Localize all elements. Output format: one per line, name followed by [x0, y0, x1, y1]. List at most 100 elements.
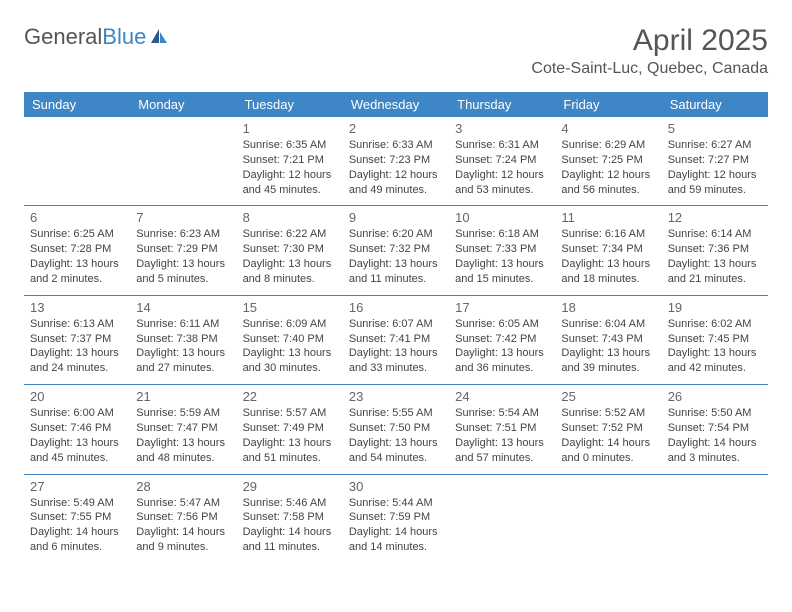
sunrise-line: Sunrise: 6:02 AM — [668, 317, 762, 332]
day-info: Sunrise: 6:16 AMSunset: 7:34 PMDaylight:… — [561, 227, 655, 286]
day-info: Sunrise: 5:50 AMSunset: 7:54 PMDaylight:… — [668, 406, 762, 465]
daylight-line: Daylight: 13 hours and 36 minutes. — [455, 346, 549, 376]
calendar-cell: 20Sunrise: 6:00 AMSunset: 7:46 PMDayligh… — [24, 385, 130, 474]
day-info: Sunrise: 6:25 AMSunset: 7:28 PMDaylight:… — [30, 227, 124, 286]
day-number: 26 — [668, 389, 762, 404]
daylight-line: Daylight: 12 hours and 49 minutes. — [349, 168, 443, 198]
sunset-line: Sunset: 7:56 PM — [136, 510, 230, 525]
daylight-line: Daylight: 13 hours and 57 minutes. — [455, 436, 549, 466]
day-number: 24 — [455, 389, 549, 404]
sunrise-line: Sunrise: 6:27 AM — [668, 138, 762, 153]
sunset-line: Sunset: 7:29 PM — [136, 242, 230, 257]
day-number: 19 — [668, 300, 762, 315]
sunset-line: Sunset: 7:54 PM — [668, 421, 762, 436]
day-info: Sunrise: 6:33 AMSunset: 7:23 PMDaylight:… — [349, 138, 443, 197]
day-number: 21 — [136, 389, 230, 404]
sunrise-line: Sunrise: 6:11 AM — [136, 317, 230, 332]
calendar-cell: 22 Sunrise: 5:57 AMSunset: 7:49 PMDayligh… — [237, 385, 343, 474]
sunrise-line: Sunrise: 5:55 AM — [349, 406, 443, 421]
day-number: 20 — [30, 389, 124, 404]
calendar-cell: 7Sunrise: 6:23 AMSunset: 7:29 PMDaylight… — [130, 206, 236, 295]
day-info: Sunrise: 5:55 AMSunset: 7:50 PMDaylight:… — [349, 406, 443, 465]
calendar-cell: 3Sunrise: 6:31 AMSunset: 7:24 PMDaylight… — [449, 117, 555, 206]
logo: GeneralBlue — [24, 24, 169, 50]
col-tuesday: Tuesday — [237, 92, 343, 117]
daylight-line: Daylight: 13 hours and 45 minutes. — [30, 436, 124, 466]
day-info: Sunrise: 6:14 AMSunset: 7:36 PMDaylight:… — [668, 227, 762, 286]
day-info: Sunrise: 6:13 AMSunset: 7:37 PMDaylight:… — [30, 317, 124, 376]
day-number: 17 — [455, 300, 549, 315]
sunset-line: Sunset: 7:46 PM — [30, 421, 124, 436]
col-thursday: Thursday — [449, 92, 555, 117]
calendar-row: 20Sunrise: 6:00 AMSunset: 7:46 PMDayligh… — [24, 385, 768, 474]
sunset-line: Sunset: 7:24 PM — [455, 153, 549, 168]
calendar-cell: 26 Sunrise: 5:50 AMSunset: 7:54 PMDayligh… — [662, 385, 768, 474]
sunset-line: Sunset: 7:47 PM — [136, 421, 230, 436]
day-number: 25 — [561, 389, 655, 404]
day-info: Sunrise: 5:46 AMSunset: 7:58 PMDaylight:… — [243, 496, 337, 555]
sunrise-line: Sunrise: 6:29 AM — [561, 138, 655, 153]
day-info: Sunrise: 6:31 AMSunset: 7:24 PMDaylight:… — [455, 138, 549, 197]
calendar-cell: 6 Sunrise: 6:25 AMSunset: 7:28 PMDaylight… — [24, 206, 130, 295]
daylight-line: Daylight: 13 hours and 30 minutes. — [243, 346, 337, 376]
sunrise-line: Sunrise: 6:25 AM — [30, 227, 124, 242]
day-info: Sunrise: 6:05 AMSunset: 7:42 PMDaylight:… — [455, 317, 549, 376]
calendar-cell: 21 Sunrise: 5:59 AMSunset: 7:47 PMDayligh… — [130, 385, 236, 474]
calendar-cell: 5Sunrise: 6:27 AMSunset: 7:27 PMDaylight… — [662, 117, 768, 206]
day-info: Sunrise: 6:18 AMSunset: 7:33 PMDaylight:… — [455, 227, 549, 286]
calendar-cell: 29Sunrise: 5:46 AMSunset: 7:58 PMDayligh… — [237, 474, 343, 563]
day-info: Sunrise: 5:44 AMSunset: 7:59 PMDaylight:… — [349, 496, 443, 555]
day-number: 18 — [561, 300, 655, 315]
sunrise-line: Sunrise: 5:57 AM — [243, 406, 337, 421]
page-title: April 2025 — [531, 24, 768, 58]
day-number: 15 — [243, 300, 337, 315]
daylight-line: Daylight: 13 hours and 48 minutes. — [136, 436, 230, 466]
daylight-line: Daylight: 13 hours and 42 minutes. — [668, 346, 762, 376]
daylight-line: Daylight: 13 hours and 24 minutes. — [30, 346, 124, 376]
day-number: 7 — [136, 210, 230, 225]
day-info: Sunrise: 6:04 AMSunset: 7:43 PMDaylight:… — [561, 317, 655, 376]
day-number: 11 — [561, 210, 655, 225]
col-wednesday: Wednesday — [343, 92, 449, 117]
sunset-line: Sunset: 7:43 PM — [561, 332, 655, 347]
day-number: 23 — [349, 389, 443, 404]
day-info: Sunrise: 6:29 AMSunset: 7:25 PMDaylight:… — [561, 138, 655, 197]
sunrise-line: Sunrise: 6:04 AM — [561, 317, 655, 332]
day-number: 9 — [349, 210, 443, 225]
day-number: 8 — [243, 210, 337, 225]
sunset-line: Sunset: 7:58 PM — [243, 510, 337, 525]
sunrise-line: Sunrise: 6:35 AM — [243, 138, 337, 153]
day-number: 6 — [30, 210, 124, 225]
day-number: 27 — [30, 479, 124, 494]
day-info: Sunrise: 5:57 AMSunset: 7:49 PMDaylight:… — [243, 406, 337, 465]
sunrise-line: Sunrise: 5:52 AM — [561, 406, 655, 421]
daylight-line: Daylight: 12 hours and 45 minutes. — [243, 168, 337, 198]
header: GeneralBlue April 2025 Cote-Saint-Luc, Q… — [24, 24, 768, 78]
sunrise-line: Sunrise: 5:44 AM — [349, 496, 443, 511]
day-number: 22 — [243, 389, 337, 404]
daylight-line: Daylight: 13 hours and 21 minutes. — [668, 257, 762, 287]
daylight-line: Daylight: 14 hours and 0 minutes. — [561, 436, 655, 466]
calendar-cell: 25Sunrise: 5:52 AMSunset: 7:52 PMDayligh… — [555, 385, 661, 474]
day-number: 14 — [136, 300, 230, 315]
calendar-cell: 15Sunrise: 6:09 AMSunset: 7:40 PMDayligh… — [237, 295, 343, 384]
logo-part1: General — [24, 24, 102, 49]
calendar-cell: 14Sunrise: 6:11 AMSunset: 7:38 PMDayligh… — [130, 295, 236, 384]
day-info: Sunrise: 5:47 AMSunset: 7:56 PMDaylight:… — [136, 496, 230, 555]
sunrise-line: Sunrise: 5:59 AM — [136, 406, 230, 421]
day-info: Sunrise: 6:02 AMSunset: 7:45 PMDaylight:… — [668, 317, 762, 376]
day-info: Sunrise: 5:54 AMSunset: 7:51 PMDaylight:… — [455, 406, 549, 465]
calendar-cell — [449, 474, 555, 563]
sunset-line: Sunset: 7:28 PM — [30, 242, 124, 257]
daylight-line: Daylight: 13 hours and 15 minutes. — [455, 257, 549, 287]
sail-icon — [149, 27, 169, 47]
logo-text: GeneralBlue — [24, 24, 146, 50]
sunrise-line: Sunrise: 5:47 AM — [136, 496, 230, 511]
day-number: 16 — [349, 300, 443, 315]
daylight-line: Daylight: 14 hours and 14 minutes. — [349, 525, 443, 555]
sunset-line: Sunset: 7:32 PM — [349, 242, 443, 257]
title-block: April 2025 Cote-Saint-Luc, Quebec, Canad… — [531, 24, 768, 78]
sunrise-line: Sunrise: 5:54 AM — [455, 406, 549, 421]
daylight-line: Daylight: 12 hours and 59 minutes. — [668, 168, 762, 198]
sunrise-line: Sunrise: 5:46 AM — [243, 496, 337, 511]
